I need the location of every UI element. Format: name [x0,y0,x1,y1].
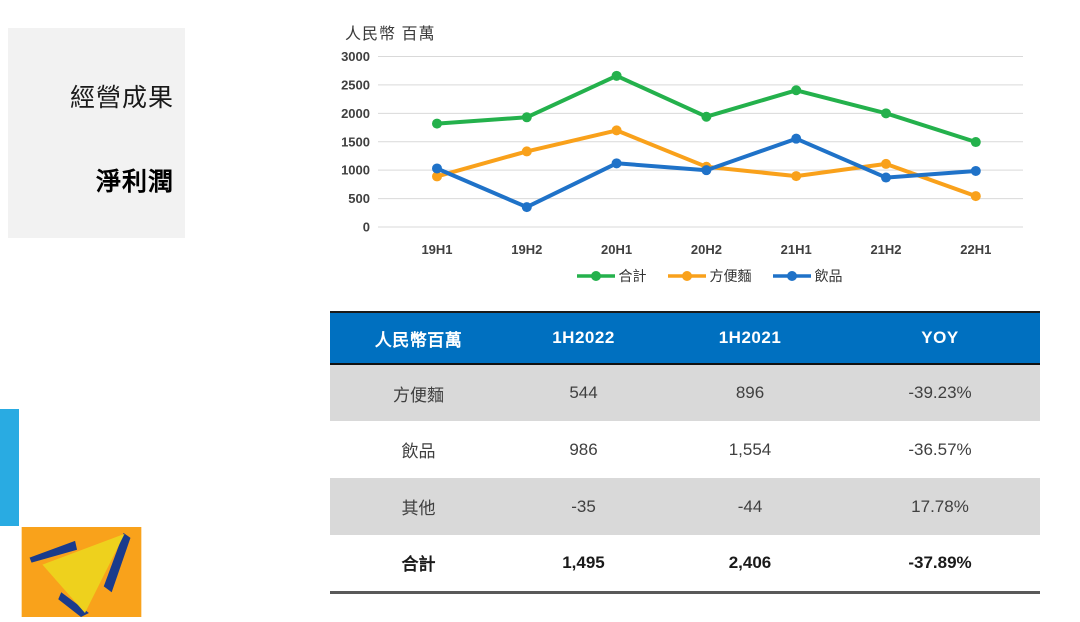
cell-1h2021: 896 [660,364,840,421]
sidebar-panel: 經營成果 淨利潤 [8,28,185,238]
accent-bar [0,409,19,526]
legend-item-beverages: 飲品 [772,266,843,286]
table-row-beverages: 飲品 986 1,554 -36.57% [330,421,1040,478]
column-header-1h2022: 1H2022 [507,312,660,365]
results-table: 人民幣百萬 1H2022 1H2021 YOY 方便麵 544 896 -39.… [330,311,1040,594]
page-title: 淨利潤 [95,168,174,196]
legend-label: 飲品 [814,268,843,284]
svg-text:500: 500 [348,191,370,206]
table-header-row: 人民幣百萬 1H2022 1H2021 YOY [330,312,1040,365]
cell-1h2022: 986 [507,421,660,478]
legend-marker-icon [667,271,706,281]
svg-text:21H2: 21H2 [870,242,901,257]
cell-yoy: -39.23% [840,364,1040,421]
svg-text:20H2: 20H2 [691,242,722,257]
row-label: 合計 [330,535,507,592]
svg-text:22H1: 22H1 [960,242,991,257]
svg-text:0: 0 [363,220,370,235]
svg-text:19H2: 19H2 [511,242,542,257]
row-label: 方便麵 [330,364,507,421]
line-chart: 0 500 1000 1500 2000 2500 3000 19H1 19H2 20H1 20H2… [341,49,1023,257]
cell-1h2022: 544 [507,364,660,421]
svg-text:3000: 3000 [341,49,370,64]
legend-label: 合計 [618,268,647,284]
cell-yoy: 17.78% [840,478,1040,535]
cell-1h2021: 2,406 [660,535,840,592]
chart-legend: 合計 方便麵 飲品 [376,266,1042,286]
table-row-others: 其他 -35 -44 17.78% [330,478,1040,535]
column-header-1h2021: 1H2021 [660,312,840,365]
svg-text:21H1: 21H1 [781,242,812,257]
svg-text:20H1: 20H1 [601,242,632,257]
table-row-noodles: 方便麵 544 896 -39.23% [330,364,1040,421]
net-profit-chart: 人民幣 百萬 0 500 1000 1500 2000 2500 3000 19H1 19H2 2… [336,20,1042,290]
chart-title: 人民幣 百萬 [345,26,436,43]
table-row-total: 合計 1,495 2,406 -37.89% [330,535,1040,592]
svg-text:19H1: 19H1 [421,242,452,257]
legend-marker-icon [772,271,811,281]
column-header-yoy: YOY [840,312,1040,365]
cell-1h2022: -35 [507,478,660,535]
legend-marker-icon [576,271,615,281]
cell-yoy: -36.57% [840,421,1040,478]
cell-1h2021: 1,554 [660,421,840,478]
logo-graphic-icon [21,527,142,617]
row-label: 其他 [330,478,507,535]
cell-1h2022: 1,495 [507,535,660,592]
cell-1h2021: -44 [660,478,840,535]
column-header-unit: 人民幣百萬 [330,312,507,365]
results-table-container: 人民幣百萬 1H2022 1H2021 YOY 方便麵 544 896 -39.… [330,311,1040,594]
svg-text:1500: 1500 [341,134,370,149]
legend-label: 方便麵 [709,268,752,284]
svg-text:2500: 2500 [341,77,370,92]
cell-yoy: -37.89% [840,535,1040,592]
svg-text:1000: 1000 [341,163,370,178]
svg-text:2000: 2000 [341,106,370,121]
company-logo-icon [21,527,142,617]
section-label: 經營成果 [69,84,174,112]
legend-item-noodles: 方便麵 [667,266,752,286]
row-label: 飲品 [330,421,507,478]
legend-item-total: 合計 [576,266,647,286]
